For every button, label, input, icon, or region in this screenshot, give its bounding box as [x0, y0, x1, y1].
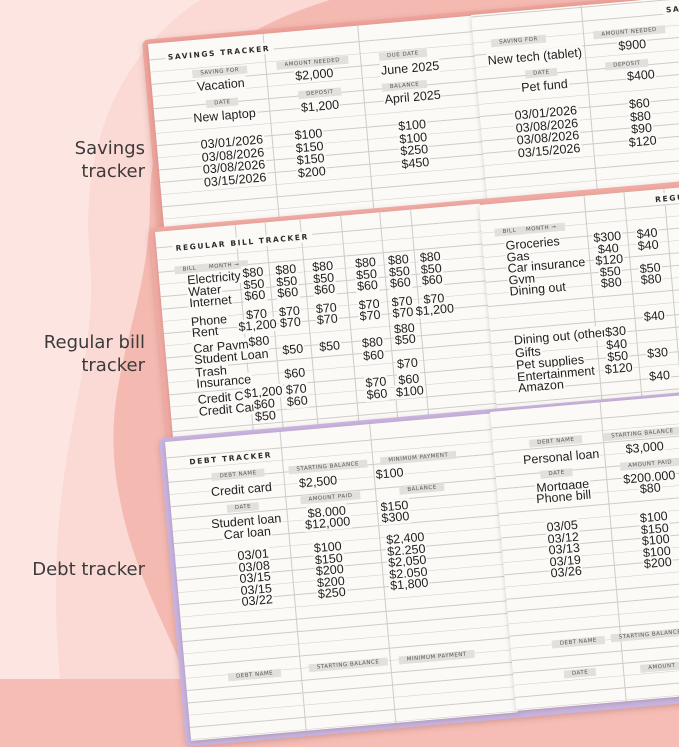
- entry: $12,000: [303, 514, 352, 533]
- bill-amount: $70: [395, 355, 420, 372]
- planner-page: DEBT TRACKER DEBT NAME STARTING BALANCE MIN…: [165, 413, 518, 741]
- bill-amount: $30: [645, 345, 670, 361]
- bill-amount: $100: [394, 383, 426, 400]
- bill-amount: $60: [275, 284, 300, 301]
- entry: Credit card: [209, 479, 274, 500]
- side-label: Debt tracker: [32, 559, 145, 580]
- column-label: DUE DATE: [378, 48, 428, 61]
- column-label: MINIMUM PAYMENT: [380, 450, 457, 466]
- bill-amount: $60: [364, 386, 389, 403]
- bill-amount: $60: [312, 281, 337, 298]
- column-label: DEBT NAME: [211, 468, 265, 482]
- bill-amount: $40: [647, 367, 672, 384]
- entry: $900: [616, 36, 648, 54]
- bill-amount: $1,200: [414, 301, 456, 319]
- column-label: DATE: [226, 502, 260, 513]
- bill-name: Rent: [190, 323, 220, 341]
- column-label: DATE: [540, 468, 574, 479]
- page-title: REGULAR BILL TRACKER: [172, 230, 313, 255]
- page-title: DEBT TRACKER: [185, 448, 276, 468]
- side-label: Regular bill tracker: [43, 332, 145, 376]
- bill-amount: $60: [285, 393, 310, 410]
- column-label: DATE: [563, 667, 597, 679]
- bill-amount: $60: [355, 277, 380, 294]
- bill-amount: $50: [280, 341, 305, 358]
- bill-amount: $60: [420, 272, 445, 288]
- entry: Personal loan: [521, 446, 601, 468]
- bill-amount: $50: [317, 338, 342, 355]
- background-blob-light: [0, 0, 200, 679]
- bill-amount: $60: [242, 287, 267, 304]
- bill-amount: $60: [388, 274, 413, 291]
- bill-amount: $50: [393, 331, 418, 348]
- column-label: STARTING BALANCE: [602, 426, 679, 442]
- bill-amount: $120: [603, 360, 635, 377]
- entry-amount: $250: [316, 584, 348, 602]
- bill-amount: $60: [361, 347, 386, 364]
- column-label: AMOUNT: [639, 661, 679, 673]
- side-label: Savings tracker: [74, 138, 145, 182]
- column-label: DATE: [205, 97, 239, 109]
- entry-amount: $200: [642, 554, 674, 572]
- entry: $2,000: [293, 65, 335, 84]
- entry-amount: $1,800: [388, 575, 430, 593]
- column-label: BALANCE: [399, 482, 446, 495]
- bill-name: Amazon: [516, 377, 566, 396]
- bill-amount: $40: [642, 308, 667, 325]
- bill-amount: $70: [390, 304, 415, 321]
- column-label: STARTING BALANCE: [288, 459, 368, 475]
- bill-amount: $1,200: [236, 316, 279, 335]
- bill-name: Internet: [187, 292, 234, 311]
- entry-amount: $450: [399, 154, 431, 171]
- bill-amount: $50: [253, 408, 278, 425]
- column-label: DATE: [524, 67, 558, 79]
- bill-amount: $80: [599, 274, 624, 291]
- entry-amount: $200: [296, 163, 328, 180]
- column-label: DEBT NAME: [551, 635, 606, 649]
- entry-date: 03/22: [239, 592, 275, 609]
- entry-amount: $120: [627, 132, 659, 150]
- bill-amount: $60: [282, 365, 307, 382]
- column-label: AMOUNT PAID: [300, 491, 361, 505]
- entry: $1,200: [299, 97, 341, 115]
- entry-date: 03/26: [549, 563, 584, 581]
- bill-amount: $40: [636, 237, 661, 254]
- entry: Pet fund: [519, 76, 570, 95]
- column-label: DEBT NAME: [528, 435, 583, 448]
- bill-amount: $70: [278, 314, 303, 331]
- entry: $2,500: [297, 473, 339, 491]
- column-label: MINIMUM PAYMENT: [398, 649, 476, 665]
- planner-page: DEBT NAME STARTING BALANCE DATE AMOUNT PAID…: [490, 389, 679, 711]
- column-rule: [599, 402, 627, 702]
- bill-amount: $70: [358, 307, 383, 324]
- page-title: SAVINGS TRACKER: [662, 0, 679, 16]
- entry: New tech (tablet): [486, 45, 584, 68]
- entry: $80: [638, 480, 663, 497]
- entry: New laptop: [191, 105, 258, 126]
- entry: Vacation: [195, 75, 247, 94]
- page-title: SAVINGS TRACKER: [164, 42, 274, 64]
- bill-amount: $80: [639, 271, 664, 288]
- bill-amount: $70: [315, 311, 340, 328]
- entry: June 2025: [379, 58, 441, 78]
- entry: $400: [625, 67, 657, 84]
- column-label: STARTING BALANCE: [610, 627, 679, 643]
- entry: Car loan: [222, 523, 273, 542]
- entry: $100: [374, 465, 406, 482]
- column-label: SAVING FOR: [490, 34, 547, 48]
- column-label: MONTH →: [517, 222, 565, 235]
- column-label: STARTING BALANCE: [308, 657, 388, 673]
- entry: $3,000: [624, 438, 666, 457]
- entry: $300: [379, 508, 411, 526]
- column-label: DEBT NAME: [227, 668, 282, 682]
